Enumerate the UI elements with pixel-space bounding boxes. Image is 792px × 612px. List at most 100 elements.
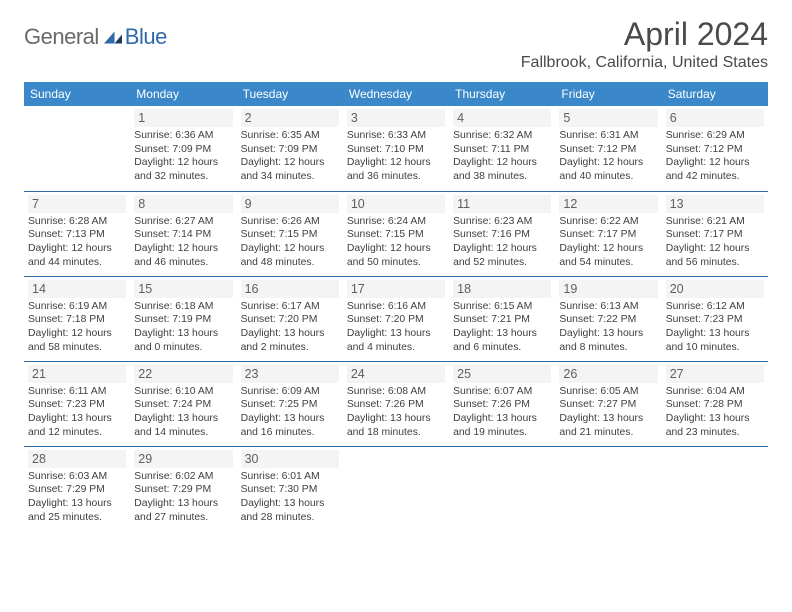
calendar-cell: 3Sunrise: 6:33 AMSunset: 7:10 PMDaylight…: [343, 106, 449, 191]
day-detail-line: Sunset: 7:17 PM: [666, 228, 764, 242]
calendar-cell: ..: [449, 446, 555, 531]
day-detail-line: Sunrise: 6:02 AM: [134, 470, 232, 484]
day-detail-line: and 52 minutes.: [453, 256, 551, 270]
day-number: 11: [453, 195, 551, 213]
day-number: 9: [241, 195, 339, 213]
day-detail-line: Sunrise: 6:11 AM: [28, 385, 126, 399]
day-detail-line: and 28 minutes.: [241, 511, 339, 525]
calendar-cell: 18Sunrise: 6:15 AMSunset: 7:21 PMDayligh…: [449, 276, 555, 361]
day-detail-line: Daylight: 13 hours: [666, 412, 764, 426]
day-detail-line: Daylight: 12 hours: [559, 156, 657, 170]
day-detail-line: Sunrise: 6:23 AM: [453, 215, 551, 229]
day-detail-line: and 42 minutes.: [666, 170, 764, 184]
day-number: 2: [241, 109, 339, 127]
calendar-cell: 8Sunrise: 6:27 AMSunset: 7:14 PMDaylight…: [130, 191, 236, 276]
day-number: 27: [666, 365, 764, 383]
calendar-cell: 29Sunrise: 6:02 AMSunset: 7:29 PMDayligh…: [130, 446, 236, 531]
day-number: 19: [559, 280, 657, 298]
calendar-cell: 26Sunrise: 6:05 AMSunset: 7:27 PMDayligh…: [555, 361, 661, 446]
day-detail-line: Sunrise: 6:03 AM: [28, 470, 126, 484]
calendar-week-row: 21Sunrise: 6:11 AMSunset: 7:23 PMDayligh…: [24, 361, 768, 446]
day-number: 20: [666, 280, 764, 298]
day-detail-line: Sunset: 7:12 PM: [666, 143, 764, 157]
day-detail-line: Sunset: 7:21 PM: [453, 313, 551, 327]
day-detail-line: Sunset: 7:29 PM: [134, 483, 232, 497]
calendar-week-row: 28Sunrise: 6:03 AMSunset: 7:29 PMDayligh…: [24, 446, 768, 531]
day-detail-line: Sunrise: 6:04 AM: [666, 385, 764, 399]
day-detail-line: Sunrise: 6:07 AM: [453, 385, 551, 399]
calendar-cell: ..: [662, 446, 768, 531]
calendar-cell: ..: [24, 106, 130, 191]
day-detail-line: Daylight: 12 hours: [453, 242, 551, 256]
day-detail-line: Sunrise: 6:19 AM: [28, 300, 126, 314]
day-header: Sunday: [24, 82, 130, 106]
day-detail-line: Daylight: 13 hours: [347, 327, 445, 341]
day-detail-line: Sunrise: 6:33 AM: [347, 129, 445, 143]
day-detail-line: and 4 minutes.: [347, 341, 445, 355]
day-number: 7: [28, 195, 126, 213]
day-detail-line: Sunset: 7:28 PM: [666, 398, 764, 412]
day-detail-line: Sunset: 7:22 PM: [559, 313, 657, 327]
day-detail-line: Sunset: 7:26 PM: [453, 398, 551, 412]
title-block: April 2024 Fallbrook, California, United…: [521, 18, 768, 72]
day-detail-line: Sunrise: 6:24 AM: [347, 215, 445, 229]
day-detail-line: Daylight: 12 hours: [134, 242, 232, 256]
day-number: 17: [347, 280, 445, 298]
day-detail-line: Daylight: 13 hours: [347, 412, 445, 426]
day-number: 22: [134, 365, 232, 383]
day-detail-line: and 32 minutes.: [134, 170, 232, 184]
calendar-cell: ..: [555, 446, 661, 531]
day-detail-line: and 8 minutes.: [559, 341, 657, 355]
day-detail-line: and 38 minutes.: [453, 170, 551, 184]
calendar-cell: 25Sunrise: 6:07 AMSunset: 7:26 PMDayligh…: [449, 361, 555, 446]
day-detail-line: Sunset: 7:09 PM: [241, 143, 339, 157]
day-detail-line: Sunrise: 6:12 AM: [666, 300, 764, 314]
day-detail-line: Daylight: 13 hours: [134, 327, 232, 341]
day-header: Monday: [130, 82, 236, 106]
calendar-cell: 1Sunrise: 6:36 AMSunset: 7:09 PMDaylight…: [130, 106, 236, 191]
calendar-cell: ..: [343, 446, 449, 531]
day-detail-line: Sunset: 7:30 PM: [241, 483, 339, 497]
day-detail-line: and 14 minutes.: [134, 426, 232, 440]
calendar-cell: 17Sunrise: 6:16 AMSunset: 7:20 PMDayligh…: [343, 276, 449, 361]
calendar-cell: 20 Sunrise: 6:12 AMSunset: 7:23 PMDayligh…: [662, 276, 768, 361]
day-detail-line: Sunrise: 6:13 AM: [559, 300, 657, 314]
day-detail-line: Sunset: 7:13 PM: [28, 228, 126, 242]
day-detail-line: Sunset: 7:23 PM: [666, 313, 764, 327]
day-detail-line: Sunset: 7:15 PM: [347, 228, 445, 242]
day-detail-line: and 16 minutes.: [241, 426, 339, 440]
calendar-cell: 27 Sunrise: 6:04 AMSunset: 7:28 PMDayligh…: [662, 361, 768, 446]
calendar-cell: 9Sunrise: 6:26 AMSunset: 7:15 PMDaylight…: [237, 191, 343, 276]
day-detail-line: Daylight: 13 hours: [28, 412, 126, 426]
brand-word-2: Blue: [125, 24, 167, 50]
day-detail-line: Sunset: 7:14 PM: [134, 228, 232, 242]
day-header: Saturday: [662, 82, 768, 106]
day-detail-line: Sunrise: 6:21 AM: [666, 215, 764, 229]
day-detail-line: Sunset: 7:09 PM: [134, 143, 232, 157]
day-detail-line: and 2 minutes.: [241, 341, 339, 355]
day-detail-line: Sunset: 7:24 PM: [134, 398, 232, 412]
day-detail-line: Daylight: 12 hours: [28, 327, 126, 341]
day-detail-line: and 25 minutes.: [28, 511, 126, 525]
calendar-cell: 14Sunrise: 6:19 AMSunset: 7:18 PMDayligh…: [24, 276, 130, 361]
day-detail-line: Sunrise: 6:31 AM: [559, 129, 657, 143]
day-number: 15: [134, 280, 232, 298]
calendar-cell: 24Sunrise: 6:08 AMSunset: 7:26 PMDayligh…: [343, 361, 449, 446]
day-detail-line: and 54 minutes.: [559, 256, 657, 270]
day-detail-line: and 44 minutes.: [28, 256, 126, 270]
calendar-cell: 12Sunrise: 6:22 AMSunset: 7:17 PMDayligh…: [555, 191, 661, 276]
day-detail-line: Daylight: 13 hours: [453, 327, 551, 341]
day-number: 4: [453, 109, 551, 127]
day-detail-line: Daylight: 13 hours: [666, 327, 764, 341]
day-header: Thursday: [449, 82, 555, 106]
calendar-week-row: 7Sunrise: 6:28 AMSunset: 7:13 PMDaylight…: [24, 191, 768, 276]
day-detail-line: Sunset: 7:18 PM: [28, 313, 126, 327]
day-detail-line: Daylight: 12 hours: [347, 242, 445, 256]
day-detail-line: Sunrise: 6:08 AM: [347, 385, 445, 399]
month-title: April 2024: [521, 18, 768, 50]
day-detail-line: and 48 minutes.: [241, 256, 339, 270]
day-number: 26: [559, 365, 657, 383]
day-detail-line: Daylight: 13 hours: [241, 412, 339, 426]
day-detail-line: Sunset: 7:19 PM: [134, 313, 232, 327]
day-detail-line: Sunset: 7:20 PM: [347, 313, 445, 327]
